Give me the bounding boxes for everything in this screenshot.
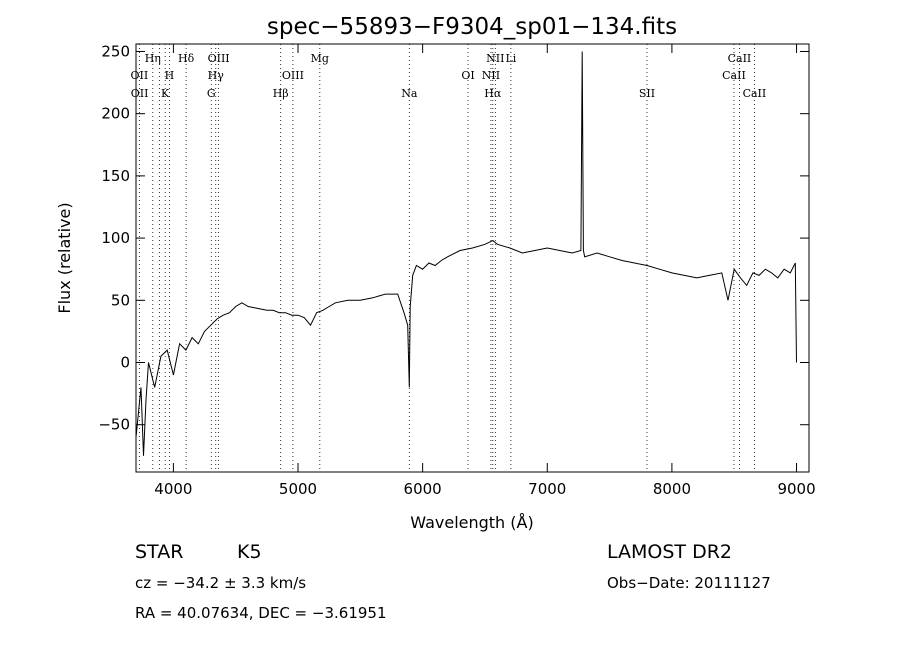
axis-ticks: 4000 5000 6000 7000 8000 9000 −50 0 50 100 150 200 2… <box>98 42 815 498</box>
y-tick-label: 150 <box>101 167 130 185</box>
line-label: SII <box>639 87 655 100</box>
line-label: K <box>161 87 170 100</box>
line-label: OII <box>131 87 149 100</box>
line-label: Na <box>401 87 418 100</box>
line-label: Hδ <box>178 52 195 65</box>
plot-frame <box>135 43 810 473</box>
survey-name: LAMOST DR2 <box>607 541 732 563</box>
x-tick-label: 5000 <box>279 480 317 498</box>
coordinates: RA = 40.07634, DEC = −3.61951 <box>135 604 387 622</box>
object-subclass: K5 <box>237 541 262 563</box>
y-tick-label: 50 <box>111 291 130 309</box>
line-label: H <box>165 69 175 82</box>
x-tick-label: 4000 <box>154 480 192 498</box>
line-label: CaII <box>728 52 752 65</box>
y-tick-label: 250 <box>101 42 130 60</box>
line-label: G <box>207 87 216 100</box>
line-label: OIII <box>282 69 304 82</box>
line-label: CaII <box>743 87 767 100</box>
x-tick-label: 9000 <box>777 480 815 498</box>
y-axis-label: Flux (relative) <box>55 202 74 313</box>
line-label: OII <box>131 69 149 82</box>
chart-title: spec−55893−F9304_sp01−134.fits <box>267 14 677 40</box>
line-label: Mg <box>311 52 329 65</box>
y-tick-label: −50 <box>98 416 130 434</box>
y-tick-label: 0 <box>120 354 130 372</box>
line-label: CaII <box>722 69 746 82</box>
line-label: Hγ <box>208 69 225 82</box>
line-label: Li <box>505 52 516 65</box>
line-label: NII <box>482 69 500 82</box>
y-tick-label: 100 <box>101 229 130 247</box>
redshift-value: cz = −34.2 ± 3.3 km/s <box>135 574 307 592</box>
line-label: Hα <box>484 87 502 100</box>
y-tick-label: 200 <box>101 105 130 123</box>
x-tick-label: 6000 <box>404 480 442 498</box>
x-tick-label: 7000 <box>528 480 566 498</box>
line-label: NII <box>486 52 504 65</box>
obs-date: Obs−Date: 20111127 <box>607 574 771 592</box>
line-label: OI <box>461 69 474 82</box>
spectrum-line <box>135 51 797 456</box>
line-label: Hβ <box>273 87 289 100</box>
x-axis-label: Wavelength (Å) <box>410 513 533 532</box>
line-label: Hη <box>145 52 161 65</box>
line-label: OIII <box>208 52 230 65</box>
spectral-line-markers <box>138 44 755 472</box>
object-class: STAR <box>135 541 184 563</box>
x-tick-label: 8000 <box>653 480 691 498</box>
